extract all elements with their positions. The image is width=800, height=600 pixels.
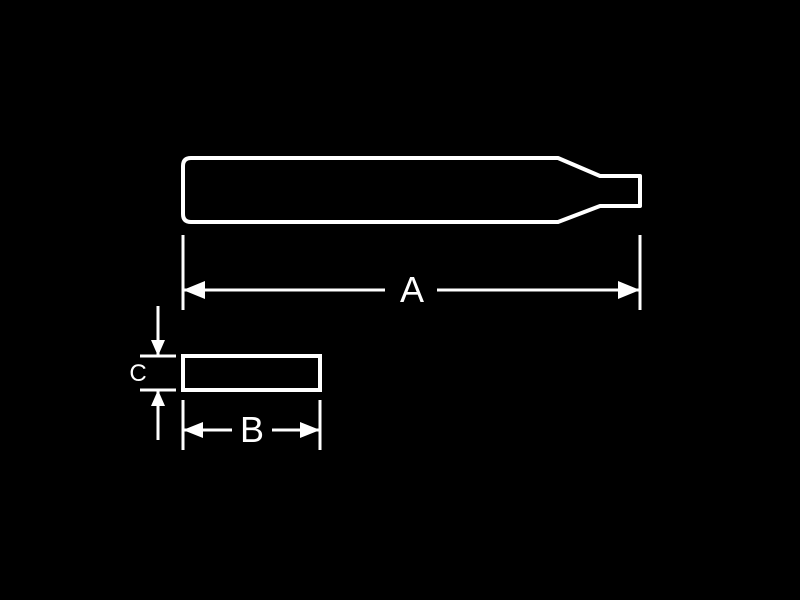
dim-a-arrow-left — [183, 281, 205, 299]
small-bar-outline — [183, 356, 320, 390]
dim-b-arrow-left — [183, 422, 203, 438]
technical-diagram: A B C — [0, 0, 800, 600]
dim-a-arrow-right — [618, 281, 640, 299]
dim-c-arrow-top — [151, 340, 165, 356]
dim-b-arrow-right — [300, 422, 320, 438]
dim-b-label: B — [240, 409, 264, 450]
large-bar-outline — [183, 158, 640, 222]
dim-a-label: A — [400, 269, 424, 310]
dim-c-label: C — [129, 360, 146, 387]
dim-c-arrow-bottom — [151, 390, 165, 406]
